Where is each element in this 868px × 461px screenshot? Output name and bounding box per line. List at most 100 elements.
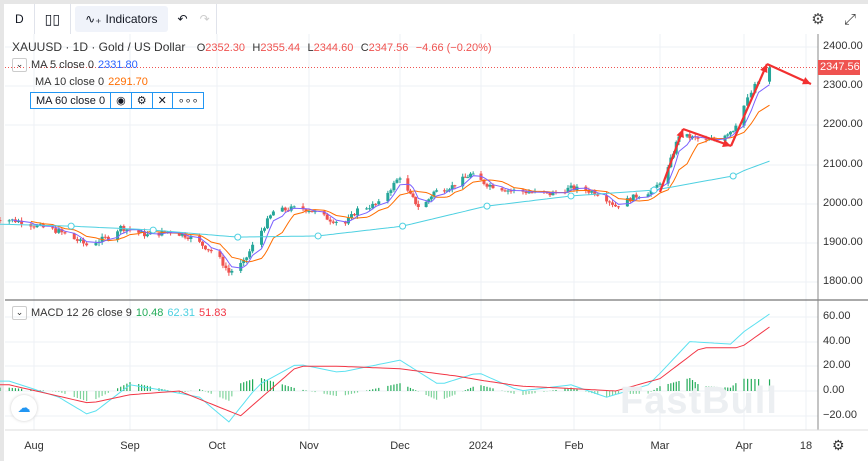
- redo-icon: ↷: [199, 12, 210, 26]
- candle-body: [530, 192, 534, 194]
- candle-body: [753, 83, 757, 93]
- time-axis-label: Dec: [390, 440, 410, 452]
- candle-body: [371, 203, 375, 209]
- candle-body: [325, 214, 329, 220]
- price-axis-label: 2000.00: [823, 196, 863, 209]
- logo-badge[interactable]: ☁: [11, 395, 37, 421]
- candle-body: [221, 256, 225, 266]
- ma60-legend[interactable]: MA 60 close 0 ◉ ⚙ ✕ ∘∘∘: [30, 92, 205, 109]
- candle-body: [289, 206, 293, 211]
- arrowhead: [722, 139, 731, 147]
- candle-body: [432, 191, 436, 197]
- visibility-button[interactable]: ◉: [111, 93, 132, 108]
- top-toolbar: D ▯▯ ∿₊ Indicators ↶ ↷ ⚙ ⤢: [5, 4, 868, 34]
- candle-body: [545, 192, 549, 194]
- indicators-button[interactable]: ∿₊ Indicators: [75, 6, 168, 32]
- time-axis-label: Apr: [735, 440, 753, 452]
- settings-button[interactable]: ⚙: [803, 4, 833, 34]
- candle-body: [435, 190, 439, 192]
- redo-button[interactable]: ↷: [194, 4, 217, 34]
- candle-body: [593, 191, 597, 195]
- candle-body: [292, 206, 296, 208]
- candle-body: [72, 233, 76, 240]
- candle-body: [103, 236, 107, 238]
- candle-body: [125, 229, 129, 231]
- candle-body: [685, 134, 689, 137]
- candle-body: [482, 179, 486, 184]
- open-value: 2352.30: [205, 42, 246, 54]
- candle-body: [442, 190, 446, 192]
- candle-body: [696, 137, 700, 139]
- candle-body: [427, 199, 431, 202]
- candle-body: [262, 228, 266, 231]
- candle-body: [389, 190, 393, 193]
- candle-body: [0, 220, 2, 222]
- candle-body: [94, 243, 98, 246]
- remove-indicator-button[interactable]: ✕: [153, 93, 173, 108]
- ma5-legend: ⌄ MA 5 close 0 2331.80: [12, 58, 142, 72]
- candle-body: [726, 134, 730, 136]
- trend-arrow: [658, 128, 685, 193]
- eye-icon: ◉: [116, 95, 126, 107]
- axis-settings-button[interactable]: ⚙: [832, 437, 845, 454]
- price-axis-label: 2100.00: [823, 157, 863, 170]
- ma60-label: MA 60 close 0: [31, 93, 112, 108]
- time-axis-label: Nov: [299, 440, 319, 452]
- candle-body: [596, 194, 600, 196]
- low-label: L: [307, 42, 314, 54]
- candle-body: [209, 249, 213, 252]
- time-axis-label: 2024: [468, 440, 494, 452]
- candle-body: [57, 229, 61, 233]
- candle-body: [145, 234, 149, 237]
- ma10-line: [30, 104, 770, 263]
- candle-body: [749, 92, 753, 98]
- indicator-settings-button[interactable]: ⚙: [132, 93, 153, 108]
- candle-body: [614, 204, 618, 207]
- time-axis-label: Oct: [208, 440, 226, 452]
- candle-body: [313, 211, 317, 213]
- ma60-marker: [650, 186, 658, 194]
- candle-body: [625, 198, 629, 207]
- more-button[interactable]: ∘∘∘: [173, 93, 204, 108]
- undo-icon: ↶: [177, 12, 188, 26]
- fullscreen-button[interactable]: ⤢: [835, 4, 865, 34]
- candle-body: [377, 201, 381, 205]
- candle-body: [260, 230, 264, 245]
- ma5-line: [12, 84, 770, 269]
- trend-arrow: [729, 63, 769, 147]
- macd-axis-label: 20.00: [823, 359, 851, 372]
- macd-label: MACD 12 26 close 9: [31, 306, 132, 319]
- price-axis-label: 2300.00: [823, 79, 863, 92]
- collapse-macd-button[interactable]: ⌄: [12, 306, 27, 320]
- candle-body: [183, 233, 187, 238]
- ma60-marker: [67, 222, 75, 230]
- open-label: O: [196, 42, 206, 54]
- chart-type-button[interactable]: ▯▯: [35, 4, 72, 34]
- change-value: −4.66 (−0.20%): [415, 42, 492, 54]
- candle-body: [78, 239, 82, 241]
- candle-body: [32, 226, 36, 228]
- candle-body: [395, 179, 399, 183]
- candle-body: [177, 232, 181, 236]
- close-value: 2347.56: [368, 42, 409, 54]
- candle-body: [163, 230, 167, 233]
- candle-body: [566, 187, 570, 193]
- candle-body: [608, 201, 612, 203]
- interval-button[interactable]: D: [5, 4, 35, 34]
- candle-body: [20, 220, 24, 224]
- macd-line: [0, 313, 770, 423]
- collapse-legend-button[interactable]: ⌄: [12, 58, 27, 72]
- candle-body: [186, 237, 190, 239]
- cloud-icon: ☁: [17, 400, 31, 415]
- trend-arrow: [682, 127, 732, 148]
- candle-body: [140, 231, 144, 233]
- time-axis-label: 18: [799, 440, 813, 452]
- candle-body: [353, 214, 356, 216]
- undo-button[interactable]: ↶: [172, 4, 194, 34]
- price-axis-label: 1900.00: [823, 236, 863, 248]
- candle-body: [416, 204, 420, 207]
- candle-body: [349, 214, 353, 218]
- candle-body: [469, 173, 473, 178]
- price-axis-label: 2400.00: [823, 40, 863, 52]
